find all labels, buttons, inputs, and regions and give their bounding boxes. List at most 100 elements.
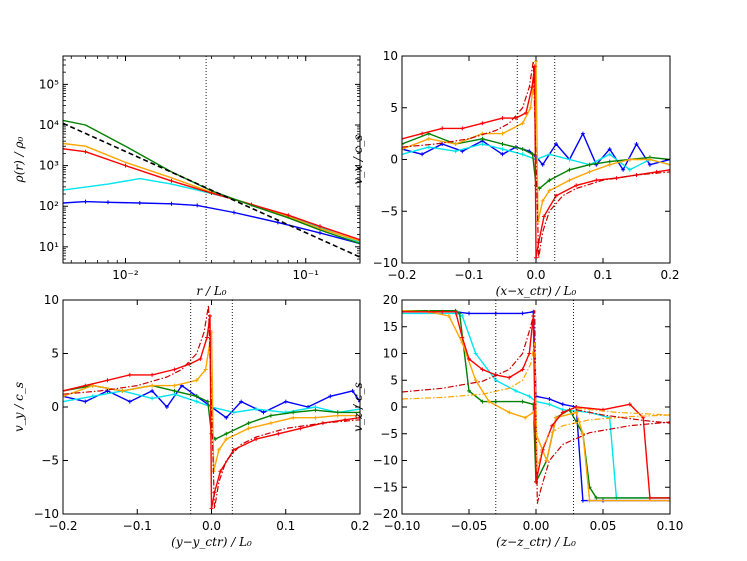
data-point-vx-blue [634,142,639,146]
y-tick-label-vz: 20 [383,293,398,307]
data-point-vx-orange [668,162,670,167]
data-point-density-blue [137,201,142,205]
y-tick-label-vy: −5 [41,454,59,468]
data-point-density-blue [232,210,236,215]
data-point-vy-red [83,383,88,388]
data-point-vy-orange [194,378,199,383]
series-group-vx [402,59,670,260]
data-point-vy-cyan [194,399,199,404]
data-point-vz-blue [560,402,565,407]
data-point-vz-cyan [473,351,478,356]
y-tick-label-vy: 5 [51,347,59,361]
data-point-vz-green [594,495,599,500]
data-point-vx-cyan [627,167,632,172]
data-point-density-red [358,237,360,242]
x-tick-label-vy: 0.1 [276,519,295,533]
x-tick-label-density: 10⁻² [112,268,139,282]
data-point-density-red [123,163,128,168]
data-point-vz-green [520,399,525,404]
data-point-vy-green [358,410,360,415]
data-point-vy-blue [105,388,110,393]
series-line-vy-red [63,315,360,510]
panel-vz: −0.10 −0.05 0.00 0.05 0.10 −20 −15 −10 −5 0 5 10 15 2… [351,293,683,549]
data-point-vz-orange [523,415,528,420]
data-point-density-red [63,146,65,151]
data-point-vy-red [105,378,110,383]
data-point-vy-orange [216,447,221,452]
data-point-vx-orange [528,105,533,110]
data-point-vz-red [520,367,525,372]
data-point-vy-orange [246,426,251,431]
data-point-vx-red [460,126,465,131]
data-point-vx-red [594,178,599,183]
data-point-vz-cyan [547,402,552,407]
x-axis-label-vx: (x−x_ctr) / L₀ [496,284,577,298]
y-tick-label-density: 10⁵ [39,77,59,91]
data-point-vz-orange [554,415,559,420]
data-point-vy-orange [268,421,273,426]
panel-density: 10⁻² 10⁻¹ 10¹ 10² 10³ 10⁴ 10⁵ r / L₀ ρ(r) / ρ₀ [12,55,361,298]
data-point-vz-blue [520,311,525,316]
data-point-vx-red [480,121,485,126]
data-point-density-blue [195,203,200,208]
data-point-vz-red [453,309,458,314]
data-point-vz-red [627,402,632,407]
data-point-vy-red [205,335,209,340]
data-point-vx-red [530,85,534,90]
data-point-vz-red [668,495,670,500]
x-tick-label-vy: 0.0 [202,519,221,533]
data-point-vz-blue [467,311,471,316]
y-tick-label-vy: −10 [34,507,59,521]
y-axis-label-density: ρ(r) / ρ₀ [12,136,26,183]
data-point-vx-blue [420,152,425,157]
data-point-vx-red [500,116,505,121]
y-tick-label-vz: 15 [383,320,398,334]
data-point-vy-cyan [254,407,259,412]
data-point-vz-red [527,351,532,356]
data-point-density-blue [106,200,110,205]
data-point-vx-orange [647,157,652,162]
y-tick-label-density: 10² [39,199,59,213]
data-point-vx-green [520,147,525,152]
data-point-vz-cyan [513,388,518,393]
y-tick-label-vy: 10 [44,293,59,307]
data-point-vz-red [440,309,445,314]
data-point-vy-blue [83,399,88,404]
data-point-vy-red [276,431,281,436]
y-tick-label-vx: −5 [380,204,398,218]
x-axis-label-vy: (y−y_ctr) / L₀ [171,535,252,549]
data-point-vy-orange [313,415,318,420]
data-point-vy-orange [120,388,125,393]
y-tick-label-vz: −15 [373,480,398,494]
data-point-vz-green [467,388,471,393]
x-tick-label-density: 10⁻¹ [293,268,320,282]
x-tick-label-vz: 0.10 [657,519,684,533]
x-axis-label-density: r / L₀ [196,284,226,298]
data-point-vx-red [524,110,528,115]
data-point-density-blue [169,201,174,206]
series-line-vz-red-model-2 [576,409,670,424]
data-point-vy-orange [291,415,296,420]
y-tick-label-vx: −10 [373,256,398,270]
data-point-vz-red [560,410,565,415]
data-point-vy-orange [203,367,208,372]
y-tick-label-density: 10¹ [39,240,59,254]
data-point-vx-blue [607,147,612,152]
data-point-vx-orange [607,162,612,167]
data-point-vy-cyan [63,399,65,404]
data-point-vx-blue [621,167,626,172]
series-line-vz-orange-model-2 [576,407,670,416]
series-group-density [63,119,360,258]
data-point-vz-cyan [460,314,465,318]
x-axis-label-vz: (z−z_ctr) / L₀ [496,535,576,549]
data-point-vx-orange [500,131,505,136]
data-point-vz-red [460,335,465,340]
data-point-vy-green [291,410,296,415]
y-tick-label-vz: −5 [380,427,398,441]
data-point-vz-orange [544,458,549,463]
data-point-vy-orange [150,383,155,388]
data-point-vz-orange [580,431,585,436]
data-point-vy-blue [350,388,355,393]
data-point-vx-green [547,178,552,183]
data-point-vy-green [313,408,318,413]
